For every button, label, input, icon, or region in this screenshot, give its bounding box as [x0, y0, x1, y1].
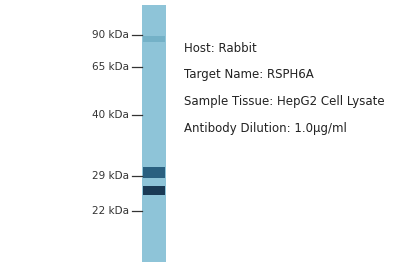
Text: 29 kDa: 29 kDa: [92, 171, 129, 181]
Text: 40 kDa: 40 kDa: [92, 110, 129, 120]
Text: 65 kDa: 65 kDa: [92, 62, 129, 72]
Text: Sample Tissue: HepG2 Cell Lysate: Sample Tissue: HepG2 Cell Lysate: [184, 95, 385, 108]
Text: Target Name: RSPH6A: Target Name: RSPH6A: [184, 68, 314, 81]
Bar: [143, 186, 165, 195]
Text: Host: Rabbit: Host: Rabbit: [184, 42, 257, 54]
Bar: [143, 167, 165, 178]
Text: Antibody Dilution: 1.0μg/ml: Antibody Dilution: 1.0μg/ml: [184, 122, 347, 135]
Bar: [142, 5, 166, 262]
Text: 90 kDa: 90 kDa: [92, 30, 129, 40]
Text: 22 kDa: 22 kDa: [92, 206, 129, 216]
Bar: [143, 36, 165, 42]
